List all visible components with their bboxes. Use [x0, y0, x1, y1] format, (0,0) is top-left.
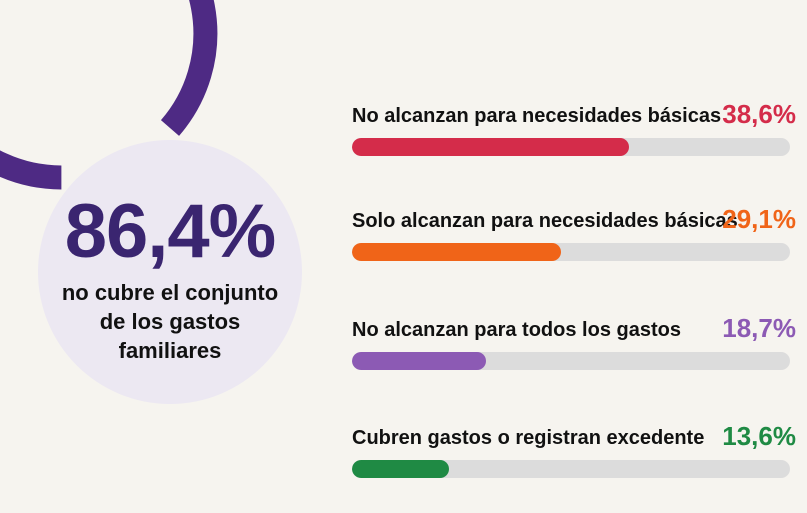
bar-track — [352, 138, 790, 156]
bar-row: No alcanzan para todos los gastos 18,7% — [352, 313, 796, 377]
donut-caption: no cubre el conjunto de los gastos famil… — [61, 280, 279, 363]
bar-track — [352, 460, 790, 478]
bar-label: Cubren gastos o registran excedente — [352, 427, 705, 449]
bar-fill — [352, 243, 561, 261]
bar-track — [352, 352, 790, 370]
bar-value: 38,6% — [722, 99, 796, 129]
bar-fill — [352, 460, 450, 478]
bar-label: No alcanzan para necesidades básicas — [352, 105, 722, 127]
bar-row: Solo alcanzan para necesidades básicas 2… — [352, 204, 796, 268]
bar-fill — [352, 138, 629, 156]
bar-label: No alcanzan para todos los gastos — [352, 319, 681, 341]
bar-value: 18,7% — [722, 313, 796, 343]
bar-value: 29,1% — [722, 204, 796, 234]
donut-value: 86,4% — [64, 189, 277, 274]
bar-value: 13,6% — [722, 421, 796, 451]
bar-fill — [352, 352, 487, 370]
donut-center-text: 86,4% no cubre el conjunto de los gastos… — [32, 192, 308, 365]
bar-label: Solo alcanzan para necesidades básicas — [352, 210, 738, 232]
donut-arc — [0, 0, 218, 190]
bar-row: No alcanzan para necesidades básicas 38,… — [352, 99, 796, 163]
donut-inner-fill — [38, 140, 302, 404]
bar-track — [352, 243, 790, 261]
bar-row: Cubren gastos o registran excedente 13,6… — [352, 421, 796, 485]
